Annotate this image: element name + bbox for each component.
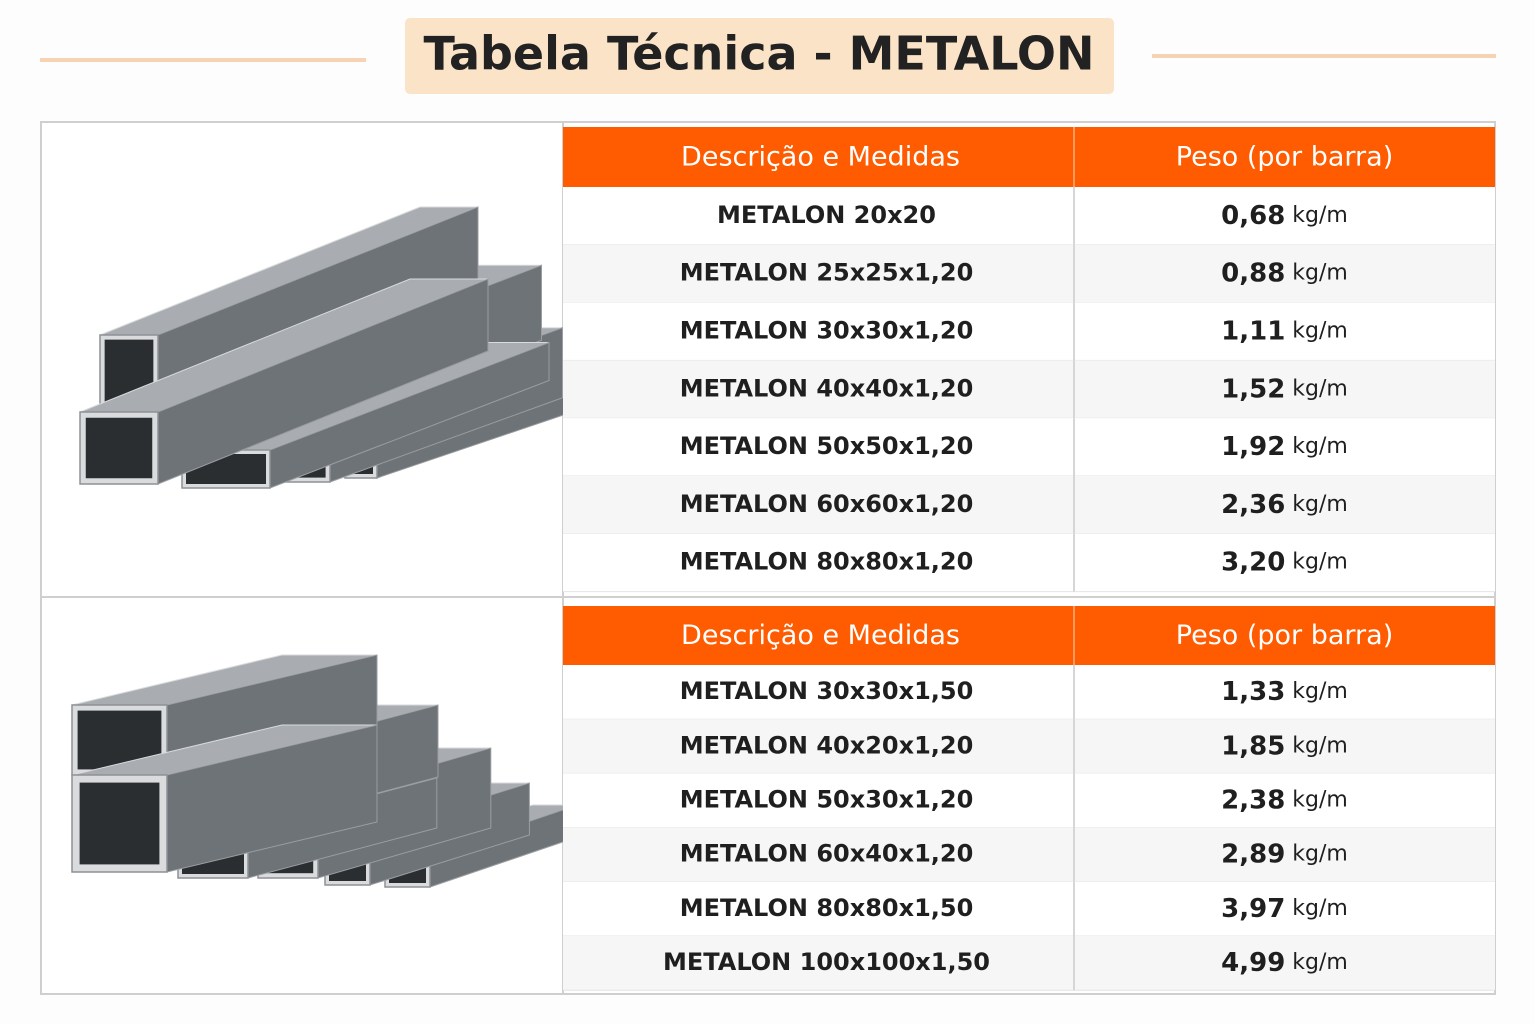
weight: 1,92 kg/m bbox=[1221, 432, 1348, 462]
weight-unit: kg/m bbox=[1292, 376, 1348, 401]
table-header bbox=[563, 606, 1495, 665]
weight-value: 2,36 bbox=[1221, 489, 1285, 519]
table-row bbox=[563, 881, 1495, 936]
tube-hole bbox=[85, 417, 153, 479]
column-header: Descrição e Medidas bbox=[681, 620, 960, 651]
weight-space bbox=[1285, 376, 1292, 401]
weight-value: 0,68 bbox=[1221, 200, 1285, 230]
table-row bbox=[563, 302, 1495, 361]
tube-hole bbox=[79, 782, 160, 865]
weight-value: 3,97 bbox=[1221, 893, 1285, 923]
description: METALON 50x30x1,20 bbox=[680, 786, 974, 814]
table-row bbox=[563, 418, 1495, 476]
weight-space bbox=[1285, 492, 1292, 517]
title: Tabela Técnica - METALON bbox=[424, 27, 1095, 81]
table-row bbox=[563, 244, 1495, 303]
weight-space bbox=[1285, 679, 1292, 704]
weight-unit: kg/m bbox=[1292, 950, 1348, 975]
table-row bbox=[563, 719, 1495, 774]
weight: 2,38 kg/m bbox=[1221, 785, 1348, 815]
column-header: Descrição e Medidas bbox=[681, 142, 960, 173]
tubes-illustration bbox=[71, 206, 578, 888]
weight-unit: kg/m bbox=[1292, 842, 1348, 867]
table-row bbox=[563, 827, 1495, 882]
weight-unit: kg/m bbox=[1292, 896, 1348, 921]
tube bbox=[79, 278, 489, 485]
column-header: Peso (por barra) bbox=[1176, 620, 1393, 651]
weight: 4,99 kg/m bbox=[1221, 948, 1348, 978]
weight-unit: kg/m bbox=[1292, 203, 1348, 228]
weight-unit: kg/m bbox=[1292, 492, 1348, 517]
column-header: Peso (por barra) bbox=[1176, 142, 1393, 173]
weight-space bbox=[1285, 203, 1292, 228]
weight-space bbox=[1285, 950, 1292, 975]
description: METALON 20x20 bbox=[717, 201, 936, 229]
weight: 1,85 kg/m bbox=[1221, 731, 1348, 761]
tables: Descrição e Medidas Peso (por barra) METAL… bbox=[563, 127, 1495, 991]
table-row bbox=[563, 476, 1495, 534]
weight-space bbox=[1285, 319, 1292, 344]
weight-unit: kg/m bbox=[1292, 733, 1348, 758]
weight: 2,36 kg/m bbox=[1221, 489, 1348, 519]
table-row bbox=[563, 187, 1495, 245]
table-row bbox=[563, 773, 1495, 828]
description: METALON 60x60x1,20 bbox=[680, 490, 974, 518]
weight-value: 4,99 bbox=[1221, 948, 1285, 978]
description: METALON 80x80x1,50 bbox=[680, 894, 974, 922]
weight-space bbox=[1285, 896, 1292, 921]
weight-space bbox=[1285, 550, 1292, 575]
weight: 0,88 kg/m bbox=[1221, 258, 1348, 288]
description: METALON 25x25x1,20 bbox=[680, 259, 974, 287]
weight: 1,11 kg/m bbox=[1221, 316, 1348, 346]
weight-space bbox=[1285, 261, 1292, 286]
weight-space bbox=[1285, 733, 1292, 758]
weight: 1,52 kg/m bbox=[1221, 374, 1348, 404]
weight-value: 0,88 bbox=[1221, 258, 1285, 288]
weight: 2,89 kg/m bbox=[1221, 839, 1348, 869]
weight-value: 1,85 bbox=[1221, 731, 1285, 761]
description: METALON 40x40x1,20 bbox=[680, 374, 974, 402]
weight: 3,97 kg/m bbox=[1221, 893, 1348, 923]
table-row bbox=[563, 533, 1495, 592]
table-row bbox=[563, 360, 1495, 419]
table-row bbox=[563, 665, 1495, 720]
description: METALON 50x50x1,20 bbox=[680, 432, 974, 460]
weight: 1,33 kg/m bbox=[1221, 677, 1348, 707]
weight-space bbox=[1285, 842, 1292, 867]
weight-value: 1,33 bbox=[1221, 677, 1285, 707]
weight-value: 1,11 bbox=[1221, 316, 1285, 346]
weight-value: 1,92 bbox=[1221, 432, 1285, 462]
description: METALON 60x40x1,20 bbox=[680, 840, 974, 868]
title-box bbox=[405, 18, 1114, 94]
description: METALON 40x20x1,20 bbox=[680, 731, 974, 759]
weight: 0,68 kg/m bbox=[1221, 200, 1348, 230]
weight-value: 2,38 bbox=[1221, 785, 1285, 815]
weight-value: 3,20 bbox=[1221, 547, 1285, 577]
weight-value: 2,89 bbox=[1221, 839, 1285, 869]
weight-space bbox=[1285, 434, 1292, 459]
weight-unit: kg/m bbox=[1292, 679, 1348, 704]
table-header bbox=[563, 127, 1495, 187]
weight-unit: kg/m bbox=[1292, 550, 1348, 575]
description: METALON 30x30x1,20 bbox=[680, 317, 974, 345]
description: METALON 80x80x1,20 bbox=[680, 548, 974, 576]
weight-unit: kg/m bbox=[1292, 434, 1348, 459]
weight-space bbox=[1285, 788, 1292, 813]
weight-unit: kg/m bbox=[1292, 319, 1348, 344]
weight: 3,20 kg/m bbox=[1221, 547, 1348, 577]
weight-unit: kg/m bbox=[1292, 788, 1348, 813]
weight-value: 1,52 bbox=[1221, 374, 1285, 404]
description: METALON 30x30x1,50 bbox=[680, 677, 974, 705]
table-row bbox=[563, 936, 1495, 991]
weight-unit: kg/m bbox=[1292, 261, 1348, 286]
description: METALON 100x100x1,50 bbox=[663, 948, 990, 976]
tube bbox=[71, 724, 378, 873]
